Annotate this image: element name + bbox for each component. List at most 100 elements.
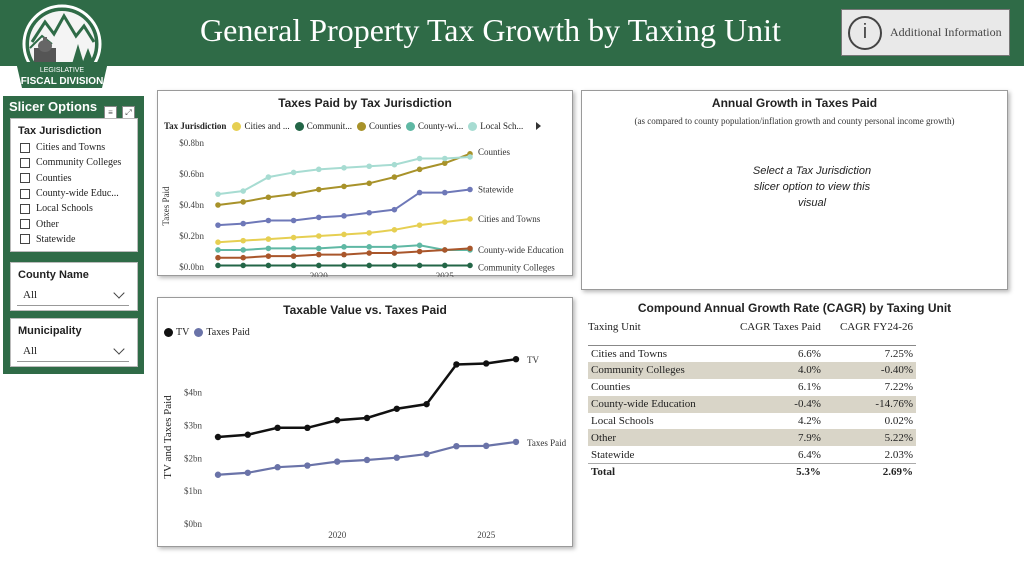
table-row[interactable]: County-wide Education -0.4% -14.76% (588, 395, 916, 413)
data-point (366, 250, 372, 256)
data-point (467, 262, 473, 269)
data-point (265, 245, 272, 252)
taxing-unit-cell: Other (588, 429, 723, 447)
data-point (244, 469, 251, 476)
data-point (453, 442, 460, 450)
cagr-fy24-26-cell: 7.25% (884, 347, 913, 360)
cagr-fy24-26-cell: 7.22% (884, 381, 913, 394)
table-row[interactable]: Other 7.9% 5.22% (588, 429, 916, 447)
chart-title: Taxes Paid by Tax Jurisdiction (278, 96, 452, 110)
data-point (366, 209, 372, 216)
legend-item-taxes-paid[interactable]: Taxes Paid (194, 327, 250, 338)
jurisdiction-option-county-wide-education[interactable]: County-wide Educ... (11, 186, 137, 201)
data-point (290, 253, 297, 259)
y-tick-label: $0.0bn (179, 262, 204, 272)
legend-item-counties[interactable]: Counties (356, 121, 401, 131)
data-point (442, 262, 448, 269)
checkbox[interactable] (20, 219, 30, 230)
chart-legend: Tax Jurisdiction Cities and ... Communit… (164, 121, 542, 131)
series-line-tv (217, 357, 517, 439)
table-header-row: Taxing Unit CAGR Taxes Paid CAGR FY24-26 (588, 319, 916, 346)
data-point (442, 160, 448, 166)
data-point (423, 450, 430, 458)
jurisdiction-option-cities-and-towns[interactable]: Cities and Towns (11, 140, 137, 155)
data-point (290, 234, 297, 241)
column-header-cagr-taxes-paid[interactable]: CAGR Taxes Paid (722, 319, 824, 346)
checkbox[interactable] (20, 157, 30, 168)
data-point (215, 222, 221, 228)
checkbox[interactable] (20, 173, 30, 184)
slicer-panel-title: Slicer Options (9, 99, 98, 114)
column-header-cagr-fy24-26[interactable]: CAGR FY24-26 (823, 319, 916, 346)
cagr-taxes-paid-cell: 4.0% (722, 361, 824, 379)
checkbox[interactable] (20, 142, 30, 153)
cagr-fy24-26-cell: 0.02% (884, 415, 913, 427)
checkbox[interactable] (20, 203, 30, 214)
jurisdiction-option-counties[interactable]: Counties (11, 171, 137, 186)
filter-icon[interactable]: ≡ (104, 106, 117, 119)
data-point (214, 433, 222, 441)
data-point (215, 239, 221, 245)
data-point (265, 253, 272, 259)
legend-item-local-schools[interactable]: Local Sch... (468, 121, 523, 131)
data-point (240, 262, 246, 269)
jurisdiction-option-other[interactable]: Other (11, 216, 137, 231)
data-point (265, 174, 272, 180)
data-point (442, 219, 448, 225)
data-point (391, 244, 398, 250)
x-tick-label: 2025 (436, 271, 455, 277)
data-point (316, 166, 322, 173)
tax-jurisdiction-label: Tax Jurisdiction (18, 125, 102, 137)
legend-next-arrow[interactable] (536, 122, 542, 130)
legislative-fiscal-division-logo: LEGISLATIVE FISCAL DIVISION (16, 4, 108, 88)
legend-item-community-colleges[interactable]: Communit... (294, 121, 352, 131)
total-value-cell: 2.69% (823, 462, 916, 481)
table-row[interactable]: Cities and Towns 6.6% 7.25% (588, 345, 916, 362)
jurisdiction-option-statewide[interactable]: Statewide (11, 232, 137, 247)
series-taxes-paid (214, 438, 520, 478)
cagr-taxes-paid-cell: 6.6% (797, 347, 821, 360)
data-point (341, 213, 347, 219)
table-row[interactable]: Statewide 6.4% 2.03% (588, 446, 916, 463)
legend-item-county-wide-education[interactable]: County-wi... (405, 121, 463, 131)
end-label-county-wide-education: County-wide Education (478, 245, 564, 255)
cagr-taxes-paid-cell: 4.2% (797, 415, 821, 427)
data-point (423, 400, 430, 408)
column-header-taxing-unit[interactable]: Taxing Unit (588, 319, 723, 346)
data-point (215, 262, 221, 269)
data-point (393, 454, 400, 461)
data-point (341, 244, 347, 250)
data-point (442, 155, 448, 162)
taxing-unit-cell: Statewide (591, 448, 635, 461)
page-title: General Property Tax Growth by Taxing Un… (200, 12, 781, 48)
county-name-label: County Name (18, 269, 89, 281)
end-label-counties: Counties (478, 147, 510, 157)
legend-item-tv[interactable]: TV (164, 327, 189, 338)
checkbox[interactable] (20, 234, 30, 245)
table-row[interactable]: Local Schools 4.2% 0.02% (588, 413, 916, 430)
legend-marker (356, 121, 366, 131)
county-name-dropdown[interactable]: All (17, 285, 129, 306)
y-tick-label: $0.4bn (179, 200, 204, 210)
additional-information-button[interactable]: i Additional Information (841, 9, 1010, 56)
data-point (453, 361, 460, 368)
data-point (214, 471, 222, 478)
data-point (483, 442, 490, 450)
legend-item-cities[interactable]: Cities and ... (232, 121, 290, 131)
data-point (416, 242, 423, 249)
data-point (366, 180, 372, 187)
jurisdiction-option-local-schools[interactable]: Local Schools (11, 201, 137, 216)
data-point (512, 355, 520, 363)
checkbox[interactable] (20, 188, 30, 199)
table-row[interactable]: Community Colleges 4.0% -0.40% (588, 361, 916, 379)
table-row[interactable]: Counties 6.1% 7.22% (588, 379, 916, 396)
jurisdiction-option-community-colleges[interactable]: Community Colleges (11, 155, 137, 170)
y-tick-label: $4bn (184, 388, 203, 398)
empty-visual-message: Select a Tax Jurisdiction slicer option … (752, 165, 872, 209)
municipality-dropdown[interactable]: All (17, 341, 129, 362)
series-counties (215, 151, 473, 208)
end-label-taxes-paid: Taxes Paid (527, 438, 567, 448)
data-point (290, 217, 297, 224)
cagr-taxes-paid-cell: 7.9% (722, 429, 824, 447)
data-point (391, 206, 398, 213)
